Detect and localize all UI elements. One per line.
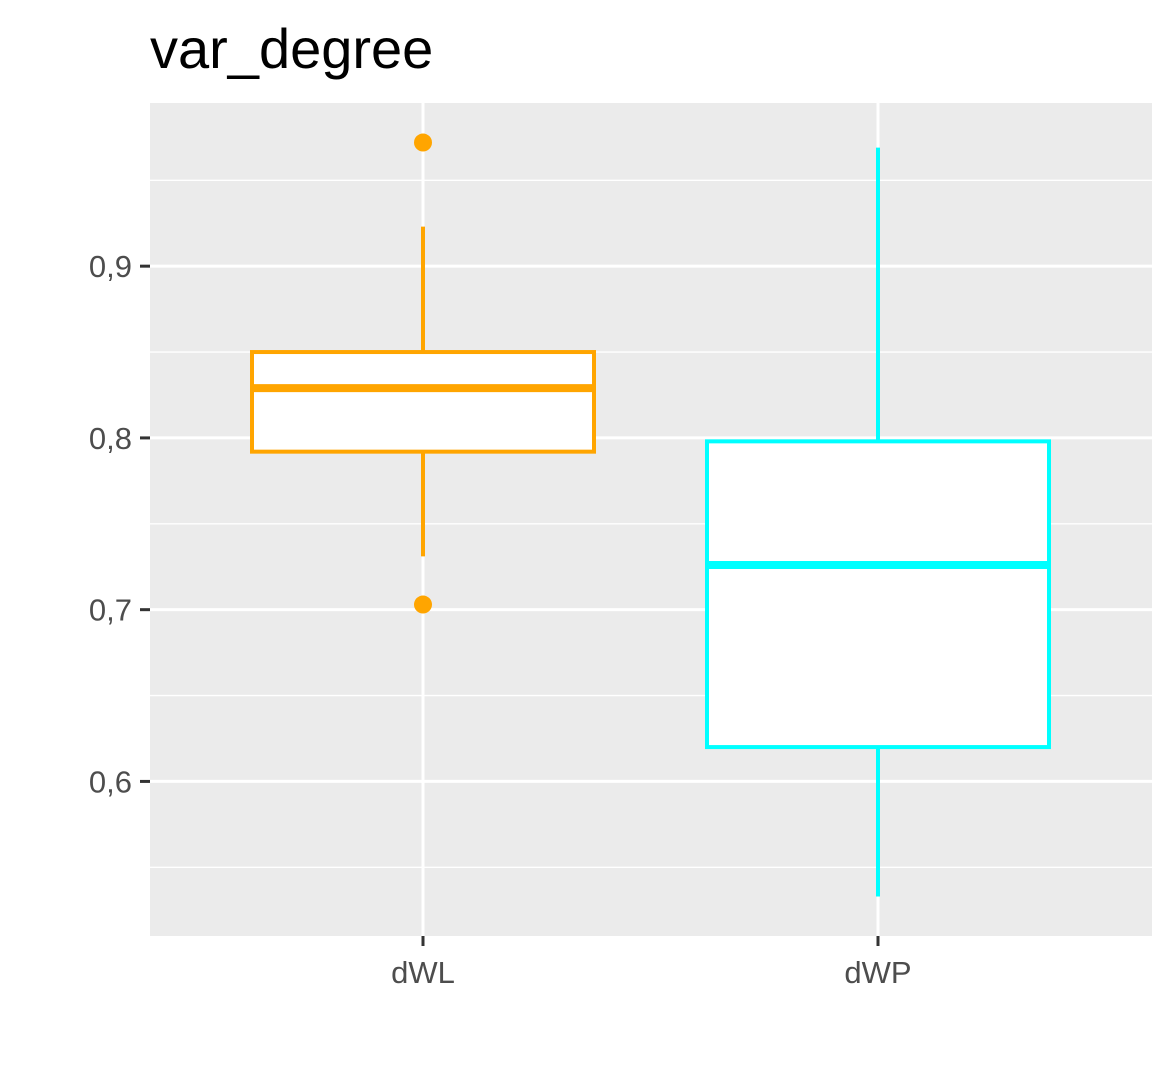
- box-dWP: [705, 147, 1051, 897]
- x-axis: dWL dWP: [391, 936, 912, 990]
- x-tick-label: dWP: [844, 955, 911, 990]
- y-tick-label: 0,7: [89, 593, 132, 628]
- box-dWL: [250, 133, 596, 614]
- y-tick-label: 0,8: [89, 421, 132, 456]
- box-iqr: [705, 439, 1051, 750]
- box-iqr: [250, 350, 596, 454]
- x-tick-label: dWL: [391, 955, 455, 990]
- outlier-point: [414, 133, 432, 152]
- y-axis: 0,6 0,7 0,8 0,9: [89, 249, 150, 799]
- y-tick-label: 0,6: [89, 764, 132, 799]
- y-tick-label: 0,9: [89, 249, 132, 284]
- chart-title: var_degree: [150, 17, 433, 80]
- boxplot-series: [250, 133, 1051, 897]
- outlier-point: [414, 595, 432, 614]
